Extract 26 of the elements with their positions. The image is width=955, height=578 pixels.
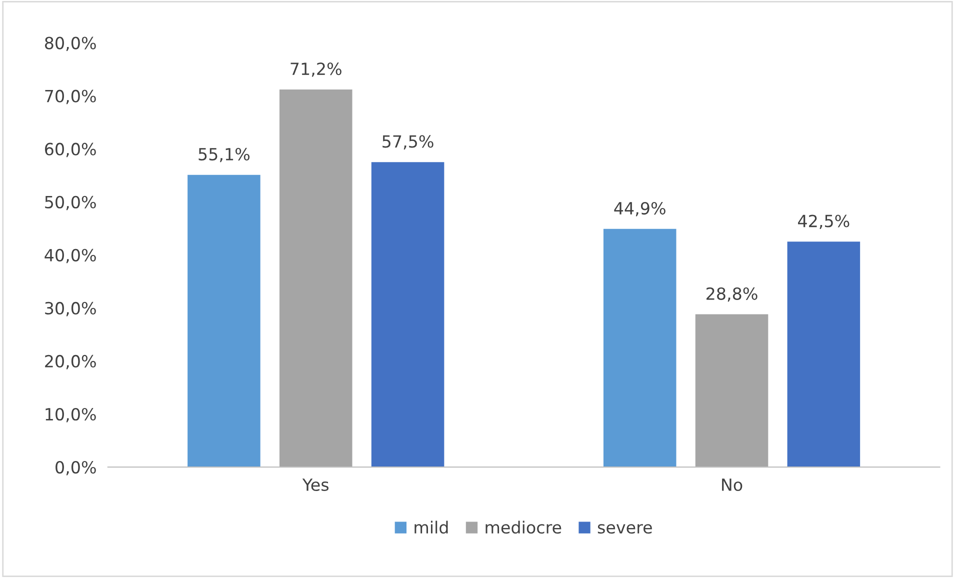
- bar: [787, 242, 860, 468]
- data-label: 55,1%: [198, 148, 250, 162]
- legend-label: mild: [414, 520, 448, 534]
- y-tick-label: 20,0%: [45, 354, 96, 370]
- x-tick-label: Yes: [302, 478, 329, 492]
- bar: [279, 89, 352, 468]
- y-tick-label: 70,0%: [45, 90, 96, 104]
- legend-label: mediocre: [486, 520, 562, 534]
- data-label: 57,5%: [382, 135, 434, 150]
- bar: [371, 162, 444, 468]
- bar: [695, 314, 768, 468]
- x-tick-label: No: [722, 478, 742, 492]
- y-tick-label: 10,0%: [46, 408, 96, 422]
- y-tick-label: 40,0%: [44, 248, 96, 264]
- data-label: 44,9%: [614, 202, 666, 216]
- data-label: 42,5%: [798, 214, 850, 229]
- y-tick-label: 0,0%: [56, 460, 96, 476]
- y-tick-label: 50,0%: [45, 196, 96, 210]
- y-tick-label: 60,0%: [45, 142, 96, 158]
- y-tick-label: 80,0%: [44, 36, 96, 52]
- bar: [188, 174, 260, 468]
- bar: [603, 228, 676, 468]
- data-label: 28,8%: [706, 287, 758, 302]
- y-tick-label: 30,0%: [45, 302, 96, 316]
- legend-label: severe: [598, 524, 652, 534]
- data-label: 71,2%: [290, 62, 342, 77]
